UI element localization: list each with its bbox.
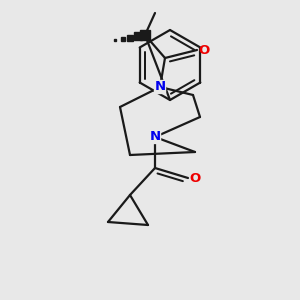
Text: N: N [149,130,161,143]
Text: O: O [198,44,210,56]
Text: N: N [154,80,166,94]
Text: O: O [189,172,201,184]
